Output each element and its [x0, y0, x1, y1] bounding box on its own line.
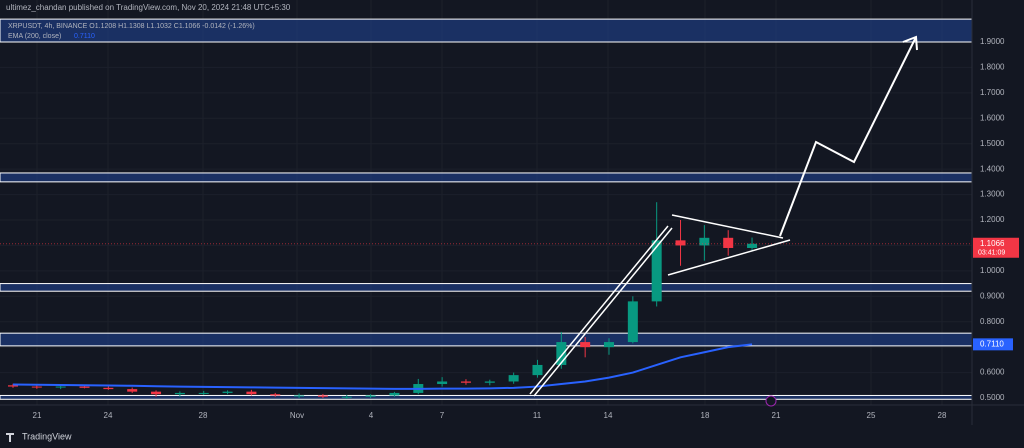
- plot: [0, 202, 972, 400]
- trend-line: [529, 225, 669, 395]
- candle-body: [127, 389, 138, 392]
- triangle-line: [671, 214, 784, 239]
- candle-body: [103, 387, 114, 390]
- y-tick-label: 1.9000: [980, 37, 1005, 46]
- zones: [0, 18, 973, 400]
- brand-logo: [6, 433, 14, 442]
- candle-body: [508, 375, 519, 382]
- ema-label: 0.7110: [980, 339, 1004, 348]
- zone: [0, 172, 973, 183]
- y-tick-label: 1.3000: [980, 190, 1005, 199]
- y-tick-label: 0.6000: [980, 368, 1005, 377]
- candle-body: [604, 342, 614, 348]
- x-tick-label: 24: [104, 411, 113, 420]
- x-tick-label: 21: [33, 411, 42, 420]
- candle-body: [246, 391, 257, 395]
- x-tick-label: 21: [772, 411, 781, 420]
- zone: [0, 283, 973, 292]
- candle-body: [747, 243, 758, 248]
- publisher: ultimez_chandan published on TradingView…: [6, 3, 291, 12]
- y-tick-label: 1.4000: [980, 164, 1005, 173]
- indicator: EMA (200, close): [8, 33, 61, 40]
- ema-line: [12, 343, 753, 390]
- candle-body: [460, 381, 471, 383]
- x-tick-label: 4: [369, 411, 374, 420]
- symbol-line: XRPUSDT, 4h, BINANCE O1.1208 H1.1308 L1.…: [8, 23, 255, 30]
- x-tick-label: 7: [440, 411, 445, 420]
- candle-body: [723, 237, 734, 248]
- y-tick-label: 0.5000: [980, 393, 1005, 402]
- zone: [0, 394, 973, 400]
- candle-body: [556, 342, 567, 365]
- candle-body: [532, 364, 543, 376]
- candle-body: [484, 381, 495, 383]
- event-icon: [765, 395, 777, 407]
- candle-body: [55, 386, 66, 388]
- candle-body: [198, 392, 209, 394]
- candle-body: [294, 395, 305, 397]
- price-label: 1.1066: [980, 239, 1005, 248]
- trend-line: [533, 227, 673, 397]
- zone: [0, 332, 973, 347]
- drawings: [529, 35, 918, 397]
- candle-body: [365, 395, 376, 397]
- candle-body: [437, 381, 448, 385]
- y-tick-label: 1.5000: [980, 139, 1005, 148]
- x-tick-label: 28: [199, 411, 208, 420]
- brand: TradingView: [22, 431, 72, 441]
- triangle-line: [667, 239, 791, 276]
- y-tick-label: 1.6000: [980, 113, 1005, 122]
- x-tick-label: 18: [701, 411, 710, 420]
- candle-body: [627, 301, 638, 343]
- x-tick-label: 11: [533, 411, 542, 420]
- x-tick-label: Nov: [290, 411, 304, 420]
- candle-body: [151, 391, 162, 395]
- price-tag: [973, 237, 1019, 258]
- y-tick-label: 0.8000: [980, 317, 1005, 326]
- ema-tag: [973, 338, 1013, 351]
- y-tick-label: 1.8000: [980, 63, 1005, 72]
- y-tick-label: 1.0000: [980, 266, 1005, 275]
- indicator-value: 0.7110: [74, 33, 95, 40]
- candle-body: [31, 386, 42, 388]
- x-tick-label: 28: [938, 411, 947, 420]
- y-tick-label: 1.7000: [980, 88, 1005, 97]
- x-tick-label: 25: [867, 411, 876, 420]
- arrow-head: [902, 35, 918, 51]
- candle-body: [174, 392, 185, 395]
- projection-arrow: [779, 36, 917, 237]
- candle-body: [651, 240, 662, 302]
- candle-body: [341, 396, 352, 398]
- y-tick-label: 1.2000: [980, 215, 1005, 224]
- candle-body: [79, 386, 90, 388]
- x-tick-label: 14: [604, 411, 613, 420]
- candle-body: [580, 342, 591, 348]
- candle-body: [699, 237, 710, 246]
- candle-body: [8, 385, 18, 387]
- y-tick-label: 0.9000: [980, 291, 1005, 300]
- candle-body: [389, 392, 400, 396]
- candle-body: [317, 395, 328, 397]
- candle-body: [675, 240, 686, 246]
- candle-body: [222, 391, 233, 393]
- countdown: 03:41:09: [978, 250, 1005, 257]
- candle-body: [270, 394, 281, 396]
